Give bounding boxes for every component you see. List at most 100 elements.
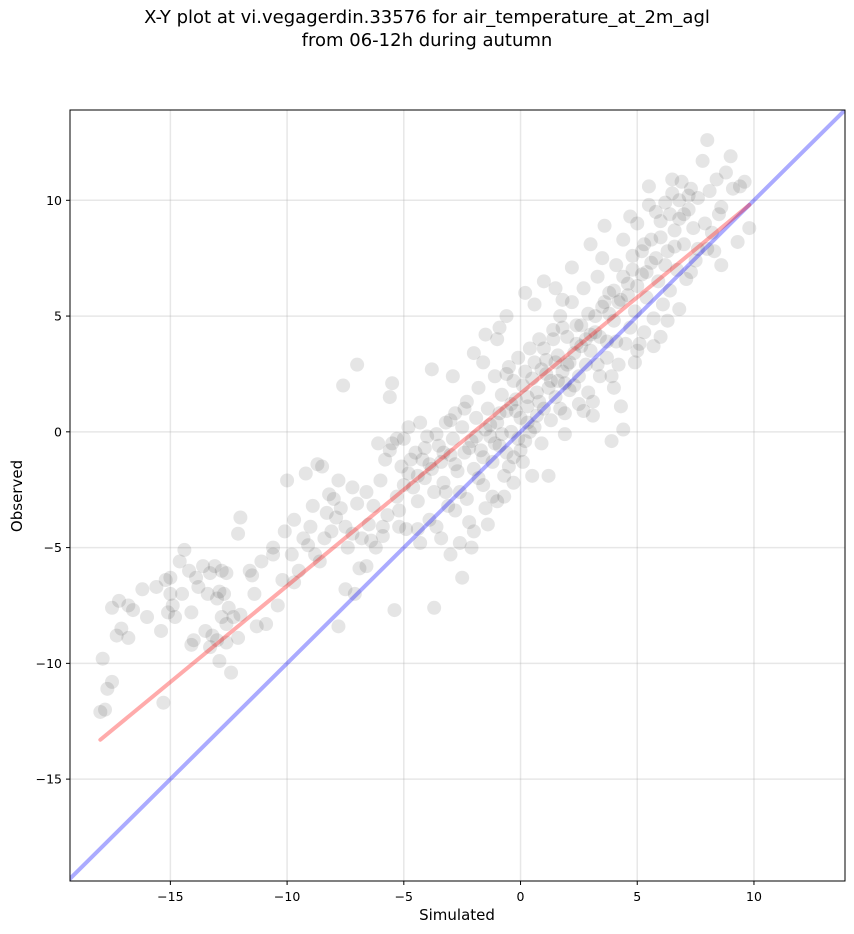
data-point <box>613 292 628 307</box>
data-point <box>553 309 568 324</box>
data-point <box>443 547 458 562</box>
data-point <box>210 633 225 648</box>
data-point <box>513 410 528 425</box>
data-point <box>532 394 547 409</box>
data-point <box>480 517 495 532</box>
data-point <box>368 540 383 555</box>
data-point <box>578 357 593 372</box>
data-point <box>436 475 451 490</box>
data-point <box>287 512 302 527</box>
data-point <box>634 244 649 259</box>
data-point <box>231 630 246 645</box>
data-point <box>520 399 535 414</box>
data-point <box>494 427 509 442</box>
data-point <box>690 190 705 205</box>
data-point <box>534 436 549 451</box>
x-tick-label: 10 <box>746 889 762 904</box>
data-point <box>658 195 673 210</box>
data-point <box>352 561 367 576</box>
y-tick-label: 0 <box>54 424 62 439</box>
data-point <box>163 570 178 585</box>
data-point <box>301 538 316 553</box>
data-point <box>464 540 479 555</box>
data-point <box>548 355 563 370</box>
data-point <box>730 234 745 249</box>
data-point <box>422 457 437 472</box>
data-point <box>676 237 691 252</box>
data-point <box>424 362 439 377</box>
data-point <box>471 471 486 486</box>
x-tick-label: 0 <box>517 889 525 904</box>
data-point <box>525 371 540 386</box>
data-point <box>557 427 572 442</box>
data-point <box>546 332 561 347</box>
data-point <box>604 369 619 384</box>
data-point <box>354 531 369 546</box>
data-point <box>490 415 505 430</box>
data-point <box>613 399 628 414</box>
data-point <box>305 498 320 513</box>
data-point <box>562 355 577 370</box>
data-point <box>616 269 631 284</box>
data-point <box>492 406 507 421</box>
data-point <box>100 681 115 696</box>
data-point <box>396 478 411 493</box>
data-point <box>406 480 421 495</box>
data-point <box>340 540 355 555</box>
data-point <box>597 295 612 310</box>
data-point <box>476 450 491 465</box>
data-point <box>165 598 180 613</box>
data-point <box>483 417 498 432</box>
data-point <box>291 563 306 578</box>
data-point <box>310 457 325 472</box>
data-point <box>504 424 519 439</box>
data-point <box>448 457 463 472</box>
data-point <box>450 464 465 479</box>
data-point <box>541 380 556 395</box>
data-point <box>441 498 456 513</box>
data-point <box>408 445 423 460</box>
data-point <box>576 403 591 418</box>
data-point <box>499 309 514 324</box>
data-point <box>210 591 225 606</box>
data-point <box>490 494 505 509</box>
data-point <box>550 348 565 363</box>
data-point <box>599 350 614 365</box>
data-point <box>620 288 635 303</box>
data-point <box>392 503 407 518</box>
data-point <box>434 454 449 469</box>
data-point <box>476 478 491 493</box>
data-point <box>534 362 549 377</box>
data-point <box>529 385 544 400</box>
data-point <box>217 586 232 601</box>
data-point <box>140 610 155 625</box>
data-point <box>266 547 281 562</box>
axis-ticks: −15 −10 −5 0 5 10 −15 −10 −5 0 5 10 <box>36 193 762 904</box>
data-point <box>606 283 621 298</box>
data-point <box>611 295 626 310</box>
data-point <box>560 357 575 372</box>
data-point <box>707 244 722 259</box>
data-point <box>245 568 260 583</box>
data-point <box>105 600 120 615</box>
chart-title-line-2: from 06-12h during autumn <box>301 30 553 51</box>
data-point <box>606 380 621 395</box>
data-point <box>182 563 197 578</box>
data-point <box>431 438 446 453</box>
data-point <box>599 334 614 349</box>
data-point <box>448 503 463 518</box>
plot-frame <box>69 109 846 882</box>
data-point <box>672 211 687 226</box>
data-point <box>296 531 311 546</box>
data-point <box>672 193 687 208</box>
data-point <box>149 579 164 594</box>
data-point <box>511 431 526 446</box>
data-point <box>413 535 428 550</box>
data-point <box>371 436 386 451</box>
data-point <box>396 431 411 446</box>
data-point <box>221 600 236 615</box>
data-point <box>312 554 327 569</box>
data-point <box>233 510 248 525</box>
data-point <box>527 420 542 435</box>
data-point <box>270 598 285 613</box>
